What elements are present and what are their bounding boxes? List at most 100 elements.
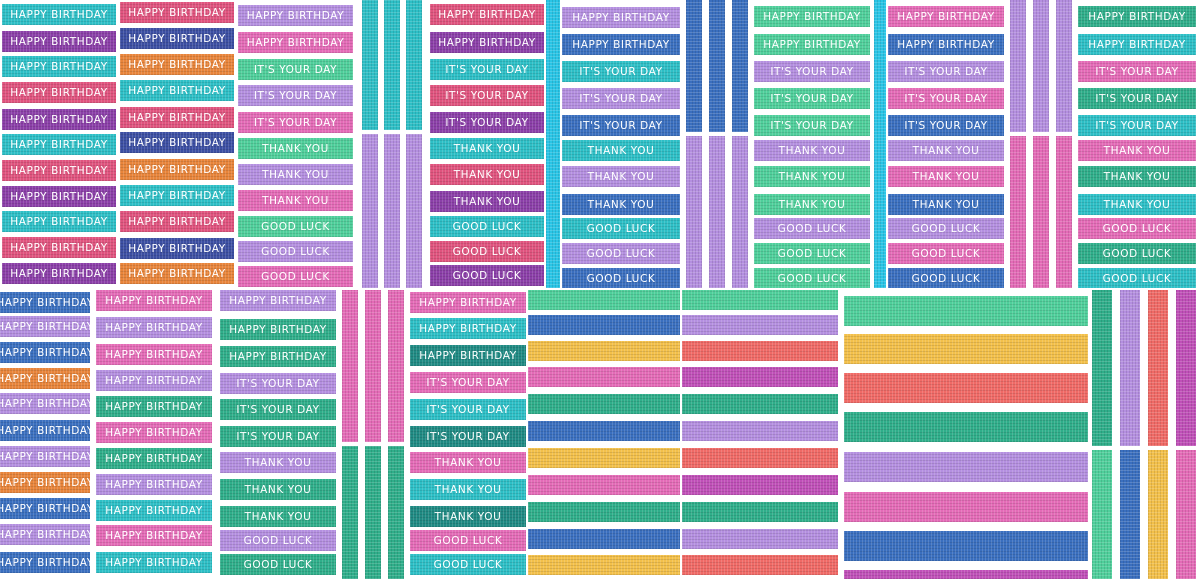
sticker-label[interactable]: THANK YOU [430,191,544,212]
sticker-label[interactable]: HAPPY BIRTHDAY [2,82,116,103]
sticker-label[interactable]: GOOD LUCK [1078,243,1196,264]
sticker-label[interactable]: HAPPY BIRTHDAY [96,344,212,365]
sticker-label[interactable]: HAPPY BIRTHDAY [562,34,680,55]
sticker-label[interactable]: HAPPY BIRTHDAY [96,448,212,469]
sticker-label[interactable]: HAPPY BIRTHDAY [120,28,234,49]
sticker-label[interactable]: GOOD LUCK [754,268,870,288]
sticker-label[interactable]: GOOD LUCK [238,241,353,262]
sticker-label[interactable]: GOOD LUCK [430,216,544,237]
sticker-label[interactable]: HAPPY BIRTHDAY [120,211,234,232]
sticker-label[interactable]: HAPPY BIRTHDAY [120,263,234,284]
sticker-label[interactable]: HAPPY BIRTHDAY [120,54,234,75]
sticker-label[interactable]: GOOD LUCK [754,218,870,239]
sticker-label[interactable]: HAPPY BIRTHDAY [1078,6,1196,27]
sticker-label[interactable]: HAPPY BIRTHDAY [96,290,212,311]
sticker-label[interactable]: THANK YOU [754,166,870,187]
sticker-label[interactable]: THANK YOU [430,164,544,185]
sticker-label[interactable]: IT'S YOUR DAY [238,59,353,80]
sticker-label[interactable]: GOOD LUCK [430,265,544,286]
sticker-label[interactable]: IT'S YOUR DAY [410,399,526,420]
sticker-label[interactable]: IT'S YOUR DAY [220,373,336,394]
sticker-label[interactable]: IT'S YOUR DAY [754,61,870,82]
sticker-label[interactable]: HAPPY BIRTHDAY [120,238,234,259]
sticker-label[interactable]: THANK YOU [888,194,1004,215]
sticker-label[interactable]: GOOD LUCK [562,268,680,288]
sticker-label[interactable]: HAPPY BIRTHDAY [0,368,90,389]
sticker-label[interactable]: GOOD LUCK [1078,218,1196,239]
sticker-label[interactable]: HAPPY BIRTHDAY [120,132,234,153]
sticker-label[interactable]: HAPPY BIRTHDAY [410,318,526,339]
sticker-label[interactable]: HAPPY BIRTHDAY [96,370,212,391]
sticker-label[interactable]: HAPPY BIRTHDAY [2,211,116,232]
sticker-label[interactable]: HAPPY BIRTHDAY [0,292,90,313]
sticker-label[interactable]: IT'S YOUR DAY [220,399,336,420]
sticker-label[interactable]: GOOD LUCK [888,268,1004,288]
sticker-label[interactable]: HAPPY BIRTHDAY [120,107,234,128]
sticker-label[interactable]: HAPPY BIRTHDAY [888,34,1004,55]
sticker-label[interactable]: HAPPY BIRTHDAY [120,159,234,180]
sticker-label[interactable]: IT'S YOUR DAY [1078,88,1196,109]
sticker-label[interactable]: GOOD LUCK [562,243,680,264]
sticker-label[interactable]: GOOD LUCK [754,243,870,264]
sticker-label[interactable]: HAPPY BIRTHDAY [238,5,353,26]
sticker-label[interactable]: HAPPY BIRTHDAY [0,524,90,545]
sticker-label[interactable]: THANK YOU [888,166,1004,187]
sticker-label[interactable]: THANK YOU [888,140,1004,161]
sticker-label[interactable]: THANK YOU [410,479,526,500]
sticker-label[interactable]: THANK YOU [1078,140,1196,161]
sticker-label[interactable]: THANK YOU [220,506,336,527]
sticker-label[interactable]: HAPPY BIRTHDAY [0,316,90,337]
sticker-label[interactable]: GOOD LUCK [410,530,526,551]
sticker-label[interactable]: IT'S YOUR DAY [410,426,526,447]
sticker-label[interactable]: HAPPY BIRTHDAY [0,393,90,414]
sticker-label[interactable]: THANK YOU [220,452,336,473]
sticker-label[interactable]: IT'S YOUR DAY [430,112,544,133]
sticker-label[interactable]: THANK YOU [238,190,353,211]
sticker-label[interactable]: HAPPY BIRTHDAY [220,290,336,311]
sticker-label[interactable]: HAPPY BIRTHDAY [220,319,336,340]
sticker-label[interactable]: GOOD LUCK [238,216,353,237]
sticker-label[interactable]: GOOD LUCK [430,241,544,262]
sticker-label[interactable]: HAPPY BIRTHDAY [2,160,116,181]
sticker-label[interactable]: IT'S YOUR DAY [1078,61,1196,82]
sticker-label[interactable]: THANK YOU [1078,194,1196,215]
sticker-label[interactable]: THANK YOU [410,506,526,527]
sticker-label[interactable]: HAPPY BIRTHDAY [96,552,212,573]
sticker-label[interactable]: IT'S YOUR DAY [238,85,353,106]
sticker-label[interactable]: HAPPY BIRTHDAY [96,317,212,338]
sticker-label[interactable]: HAPPY BIRTHDAY [2,4,116,25]
sticker-label[interactable]: HAPPY BIRTHDAY [430,32,544,53]
sticker-label[interactable]: HAPPY BIRTHDAY [0,552,90,573]
sticker-label[interactable]: HAPPY BIRTHDAY [0,472,90,493]
sticker-label[interactable]: THANK YOU [562,166,680,187]
sticker-label[interactable]: HAPPY BIRTHDAY [0,446,90,467]
sticker-label[interactable]: HAPPY BIRTHDAY [430,4,544,25]
sticker-label[interactable]: IT'S YOUR DAY [888,88,1004,109]
sticker-label[interactable]: IT'S YOUR DAY [562,115,680,136]
sticker-label[interactable]: HAPPY BIRTHDAY [754,34,870,55]
sticker-label[interactable]: HAPPY BIRTHDAY [410,345,526,366]
sticker-label[interactable]: THANK YOU [562,194,680,215]
sticker-label[interactable]: IT'S YOUR DAY [562,61,680,82]
sticker-label[interactable]: IT'S YOUR DAY [1078,115,1196,136]
sticker-label[interactable]: THANK YOU [238,164,353,185]
sticker-label[interactable]: GOOD LUCK [220,554,336,575]
sticker-label[interactable]: THANK YOU [410,452,526,473]
sticker-label[interactable]: THANK YOU [1078,166,1196,187]
sticker-label[interactable]: HAPPY BIRTHDAY [96,396,212,417]
sticker-label[interactable]: HAPPY BIRTHDAY [120,80,234,101]
sticker-label[interactable]: THANK YOU [754,194,870,215]
sticker-label[interactable]: GOOD LUCK [410,554,526,575]
sticker-label[interactable]: GOOD LUCK [562,218,680,239]
sticker-label[interactable]: IT'S YOUR DAY [888,115,1004,136]
sticker-label[interactable]: HAPPY BIRTHDAY [2,56,116,77]
sticker-label[interactable]: HAPPY BIRTHDAY [2,109,116,130]
sticker-label[interactable]: GOOD LUCK [220,530,336,551]
sticker-label[interactable]: HAPPY BIRTHDAY [2,263,116,284]
sticker-label[interactable]: IT'S YOUR DAY [562,88,680,109]
sticker-label[interactable]: HAPPY BIRTHDAY [2,31,116,52]
sticker-label[interactable]: HAPPY BIRTHDAY [1078,34,1196,55]
sticker-label[interactable]: GOOD LUCK [888,243,1004,264]
sticker-label[interactable]: HAPPY BIRTHDAY [0,498,90,519]
sticker-label[interactable]: HAPPY BIRTHDAY [96,422,212,443]
